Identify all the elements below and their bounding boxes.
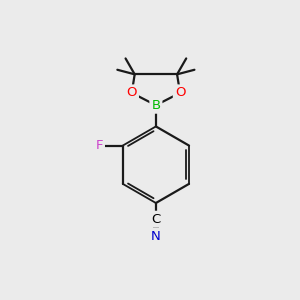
Text: N: N bbox=[151, 230, 161, 243]
Text: C: C bbox=[151, 213, 160, 226]
Text: O: O bbox=[127, 86, 137, 99]
Text: O: O bbox=[175, 86, 185, 99]
Text: F: F bbox=[95, 139, 103, 152]
Text: B: B bbox=[151, 99, 160, 112]
